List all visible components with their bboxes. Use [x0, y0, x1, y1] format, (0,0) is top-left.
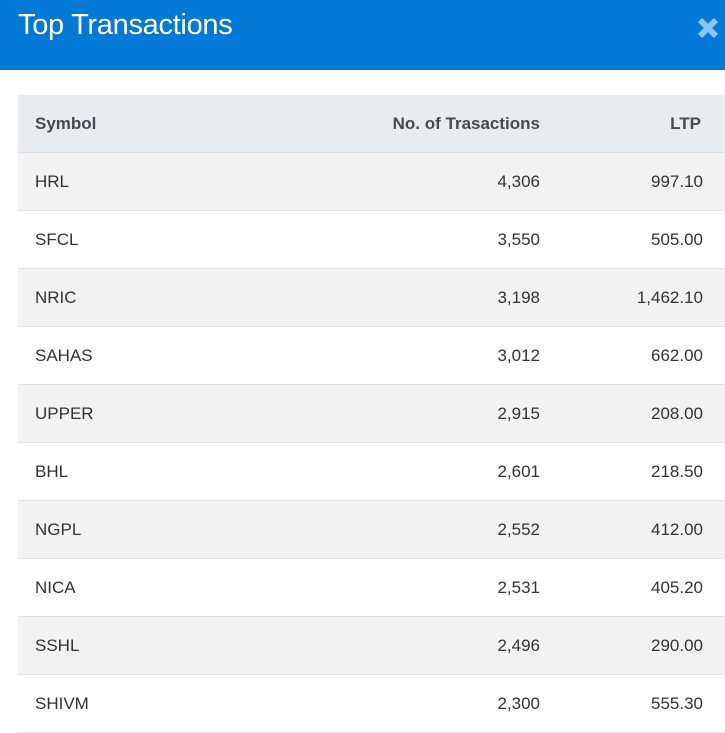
close-icon [697, 17, 719, 39]
table-row[interactable]: BHL 2,601 218.50 [18, 442, 725, 501]
symbol-cell: HRL [18, 152, 335, 211]
transactions-cell: 3,198 [335, 268, 540, 327]
symbol-cell: SHIVM [18, 674, 335, 733]
transactions-cell: 2,531 [335, 558, 540, 617]
ltp-cell: 1,462.10 [540, 268, 725, 327]
symbol-cell: NRIC [18, 268, 335, 327]
ltp-cell: 662.00 [540, 326, 725, 385]
table-row[interactable]: UPPER 2,915 208.00 [18, 384, 725, 443]
symbol-cell: SSHL [18, 616, 335, 675]
table-row[interactable]: SAHAS 3,012 662.00 [18, 326, 725, 385]
symbol-cell: BHL [18, 442, 335, 501]
ltp-cell: 218.50 [540, 442, 725, 501]
column-header-transactions[interactable]: No. of Trasactions [335, 95, 540, 153]
modal-header: Top Transactions [0, 0, 725, 70]
ltp-cell: 412.00 [540, 500, 725, 559]
ltp-cell: 290.00 [540, 616, 725, 675]
table-row[interactable]: NRIC 3,198 1,462.10 [18, 268, 725, 327]
close-button[interactable] [695, 14, 721, 42]
modal-title: Top Transactions [18, 9, 233, 41]
table-row[interactable]: NGPL 2,552 412.00 [18, 500, 725, 559]
transactions-cell: 4,306 [335, 152, 540, 211]
symbol-cell: NICA [18, 558, 335, 617]
transactions-cell: 2,601 [335, 442, 540, 501]
table-row[interactable]: SHIVM 2,300 555.30 [18, 674, 725, 733]
transactions-cell: 2,300 [335, 674, 540, 733]
transactions-cell: 2,496 [335, 616, 540, 675]
table-header-row: Symbol No. of Trasactions LTP [18, 95, 725, 153]
table-row[interactable]: SFCL 3,550 505.00 [18, 210, 725, 269]
transactions-cell: 3,012 [335, 326, 540, 385]
ltp-cell: 555.30 [540, 674, 725, 733]
symbol-cell: SAHAS [18, 326, 335, 385]
transactions-cell: 2,915 [335, 384, 540, 443]
ltp-cell: 208.00 [540, 384, 725, 443]
ltp-cell: 505.00 [540, 210, 725, 269]
transactions-cell: 2,552 [335, 500, 540, 559]
transactions-cell: 3,550 [335, 210, 540, 269]
table-row[interactable]: HRL 4,306 997.10 [18, 152, 725, 211]
symbol-cell: SFCL [18, 210, 335, 269]
table-row[interactable]: SSHL 2,496 290.00 [18, 616, 725, 675]
ltp-cell: 405.20 [540, 558, 725, 617]
symbol-cell: NGPL [18, 500, 335, 559]
symbol-cell: UPPER [18, 384, 335, 443]
column-header-symbol[interactable]: Symbol [18, 95, 335, 153]
top-transactions-table: Symbol No. of Trasactions LTP HRL 4,306 … [18, 95, 725, 733]
column-header-ltp[interactable]: LTP [540, 95, 725, 153]
ltp-cell: 997.10 [540, 152, 725, 211]
table-row[interactable]: NICA 2,531 405.20 [18, 558, 725, 617]
